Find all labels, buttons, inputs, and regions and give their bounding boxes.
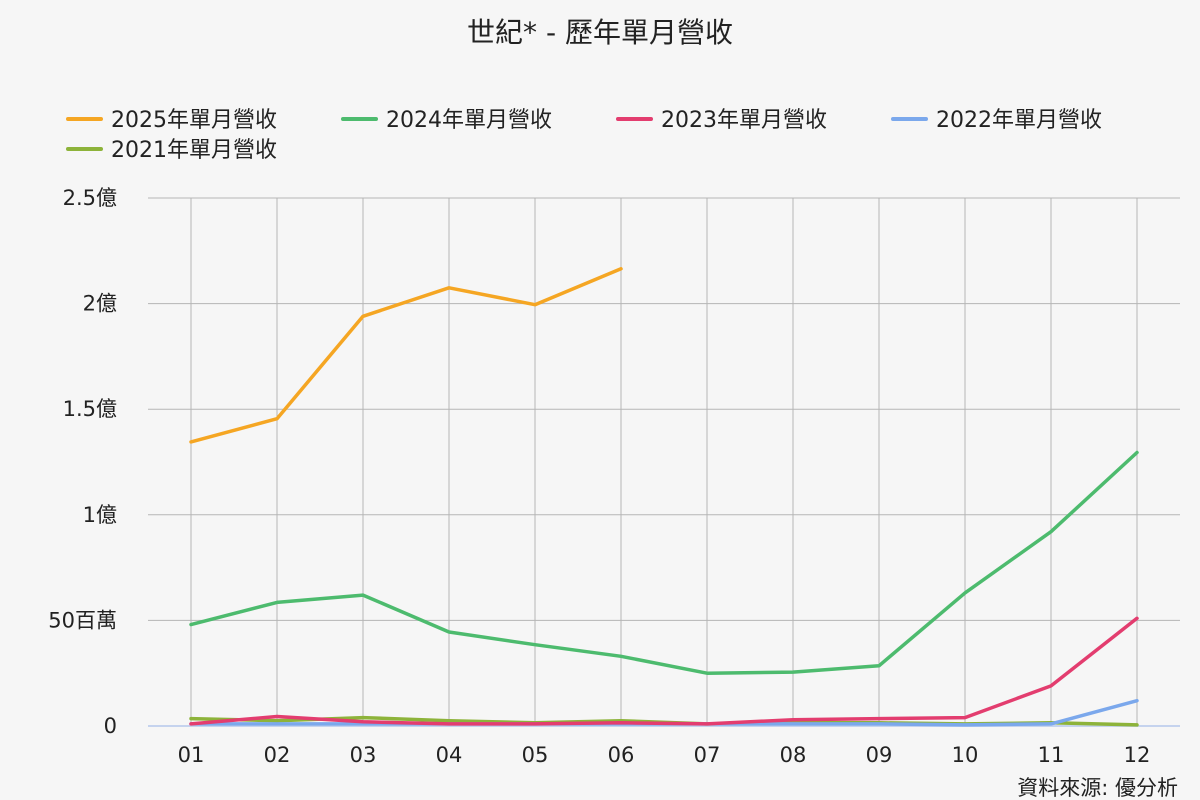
x-tick-label: 07: [694, 743, 721, 767]
legend: 2025年單月營收 2024年單月營收 2023年單月營收 2022年單月營收 2021…: [66, 108, 1102, 163]
x-tick-label: 05: [522, 743, 549, 767]
x-tick-label: 04: [436, 743, 463, 767]
x-tick-label: 10: [952, 743, 979, 767]
legend-label: 2023年單月營收: [661, 108, 827, 133]
y-tick-label: 1億: [83, 503, 117, 527]
series-line-2025年單月營收: [189, 267, 623, 444]
legend-item[interactable]: 2022年單月營收: [891, 108, 1102, 133]
legend-item[interactable]: 2024年單月營收: [341, 108, 552, 133]
x-axis-ticks: 01 02 03 04 05 06 07 08 09 10 11 12: [178, 743, 1151, 767]
x-tick-label: 11: [1038, 743, 1065, 767]
y-tick-label: 2.5億: [63, 186, 117, 210]
x-tick-label: 06: [608, 743, 635, 767]
y-tick-label: 2億: [83, 292, 117, 316]
x-tick-label: 03: [350, 743, 377, 767]
y-axis-ticks: 0 50百萬 1億 1.5億 2億 2.5億: [48, 186, 117, 738]
legend-label: 2024年單月營收: [386, 108, 552, 133]
legend-label: 2021年單月營收: [111, 138, 277, 163]
x-tick-label: 12: [1124, 743, 1151, 767]
legend-label: 2025年單月營收: [111, 108, 277, 133]
series-line-2023年單月營收: [189, 616, 1139, 726]
x-tick-label: 08: [780, 743, 807, 767]
legend-item[interactable]: 2021年單月營收: [66, 138, 277, 163]
series-lines: [189, 267, 1139, 727]
source-note: 資料來源: 優分析: [1017, 776, 1178, 800]
legend-item[interactable]: 2025年單月營收: [66, 108, 277, 133]
y-tick-label: 50百萬: [48, 608, 117, 632]
y-tick-label: 1.5億: [63, 397, 117, 421]
series-line-2024年單月營收: [189, 450, 1139, 675]
legend-item[interactable]: 2023年單月營收: [616, 108, 827, 133]
y-tick-label: 0: [104, 714, 117, 738]
x-tick-label: 01: [178, 743, 205, 767]
x-tick-label: 09: [866, 743, 893, 767]
x-tick-label: 02: [264, 743, 291, 767]
chart-title: 世紀* - 歷年單月營收: [467, 16, 733, 49]
legend-label: 2022年單月營收: [936, 108, 1102, 133]
grid: [148, 197, 1180, 727]
